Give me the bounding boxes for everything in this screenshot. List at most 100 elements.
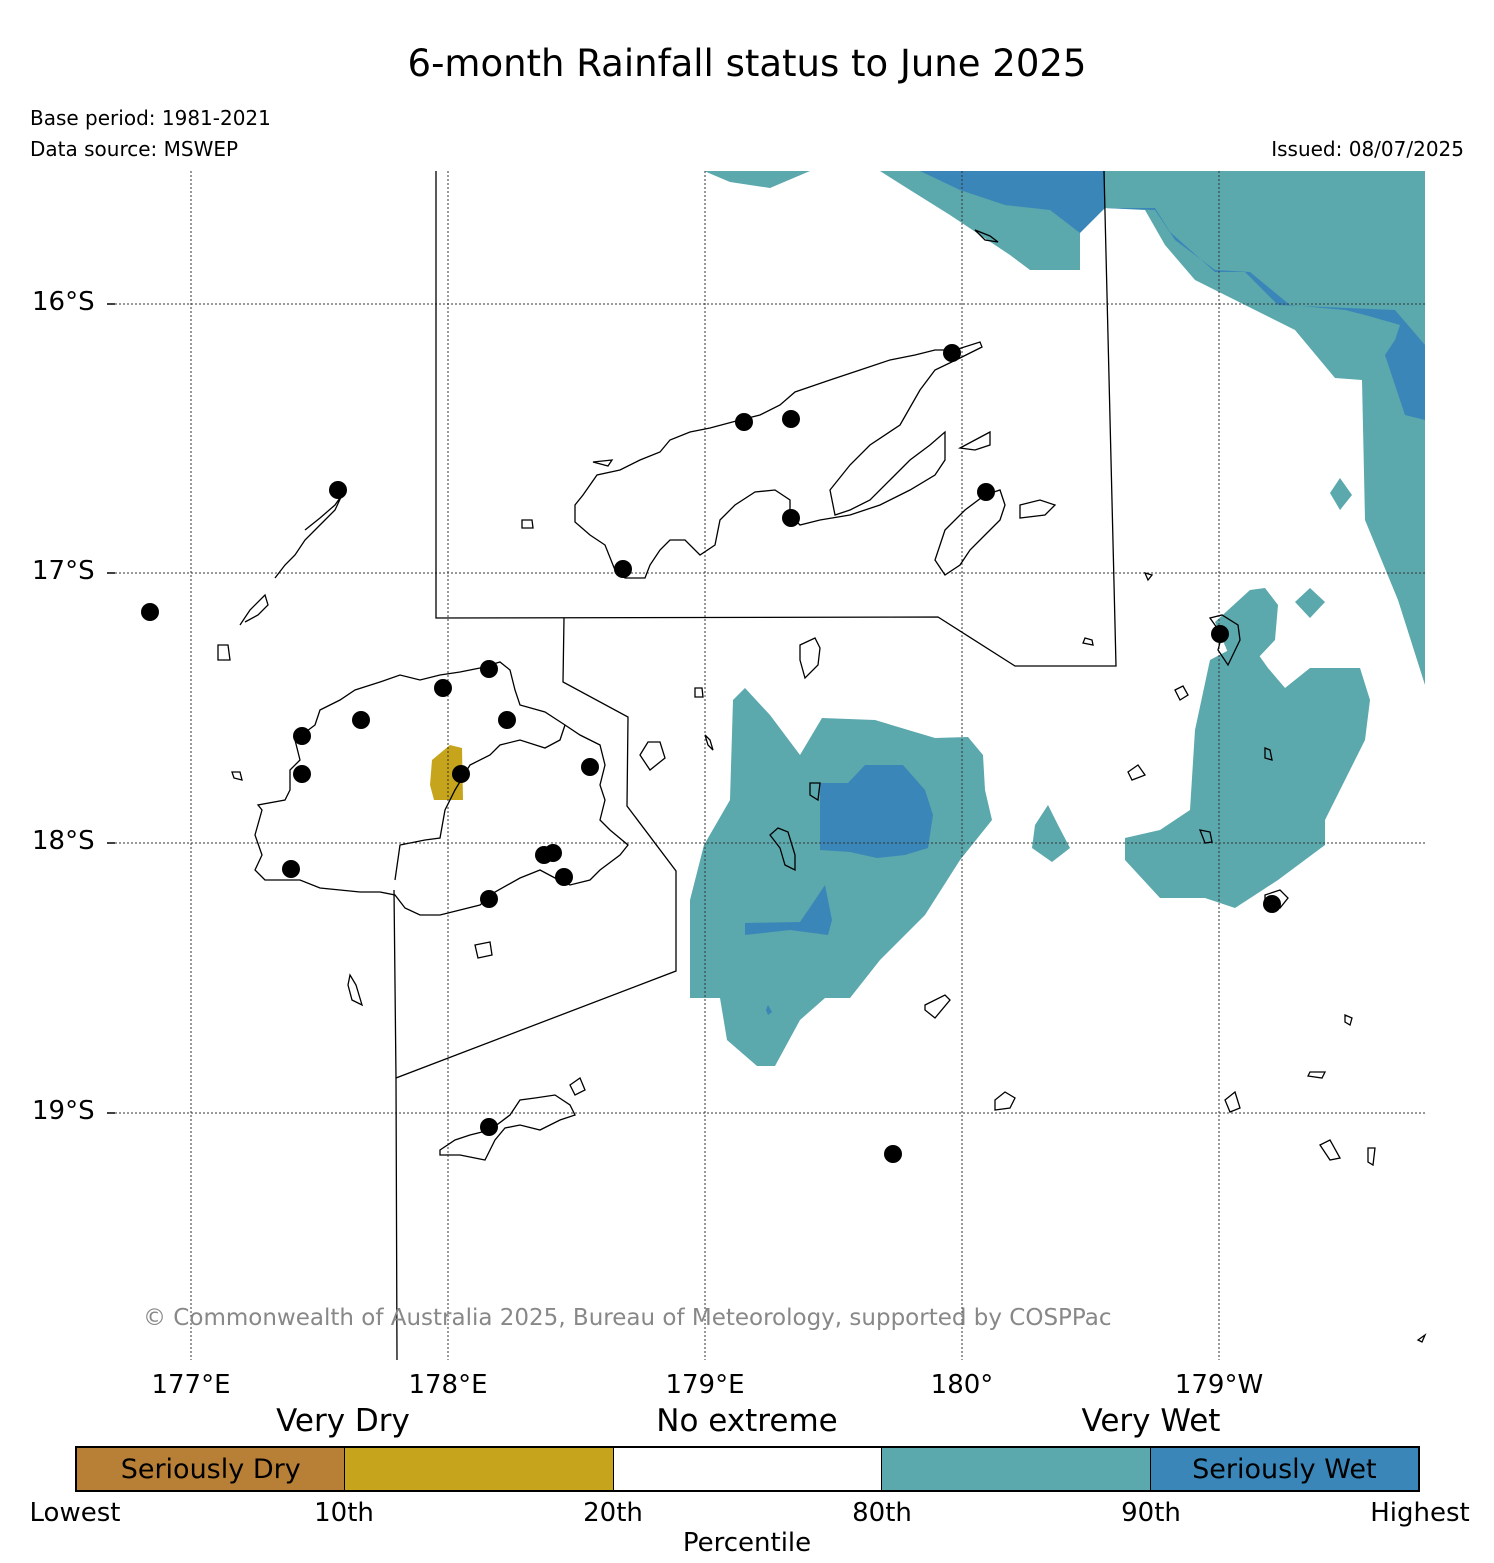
lau-island-13 [1019,499,1057,519]
lat-label-19s: 19°S [32,1096,95,1126]
lau-island-30 [1416,1333,1427,1343]
issued-date-label: Issued: 08/07/2025 [1271,137,1464,161]
very-wet-region-north-strip [704,171,810,188]
viti-levu-interior-line [394,724,566,881]
lau-island-12 [957,430,991,451]
station-marker [1263,895,1281,913]
very-dry-region [430,745,463,800]
data-source-label: Data source: MSWEP [30,137,239,161]
station-marker [555,868,573,886]
region-boundaries [393,170,1117,1361]
station-marker [735,413,753,431]
lau-island-26 [1082,637,1094,646]
very-wet-region-small-3 [1032,805,1070,862]
lau-island-23 [1344,1014,1353,1026]
islands [217,229,1427,1343]
lau-island-4 [924,994,951,1019]
stations [141,344,1281,1163]
legend-tick-lowest: Lowest [29,1498,121,1528]
lau-island-15 [347,973,364,1007]
lau-island-19 [592,459,614,467]
lau-island-32 [231,771,243,781]
station-marker [329,481,347,499]
legend-tick-90th: 90th [1121,1498,1181,1528]
station-marker [480,890,498,908]
taveuni-island [934,489,1006,576]
legend-colorbar: Seriously Dry Seriously Wet [75,1446,1420,1492]
legend-segment-seriously-dry: Seriously Dry [77,1448,346,1490]
station-marker [782,509,800,527]
station-marker [977,483,995,501]
legend-tick-20th: 20th [583,1498,643,1528]
lau-island-20 [521,519,534,529]
lau-island-27 [1264,747,1273,761]
lat-label-18s: 18°S [32,826,95,856]
very-wet-region-northeast [880,171,1425,685]
lau-island-22 [1307,1071,1327,1079]
station-marker [1211,625,1229,643]
legend-segment-very-wet [882,1448,1151,1490]
lau-island-16 [474,941,493,959]
station-marker [884,1145,902,1163]
very-wet-region-east [1125,640,1370,908]
legend-tick-highest: Highest [1370,1498,1470,1528]
station-marker [480,1118,498,1136]
very-wet-region-central [690,688,992,1066]
lon-label-177e: 177°E [151,1370,231,1400]
seriously-wet-region-south [745,885,832,935]
lau-island-24 [1367,1147,1376,1167]
lon-label-179e: 179°E [665,1370,745,1400]
viti-levu-island [254,661,629,916]
lau-island-29 [704,734,714,751]
station-marker [282,860,300,878]
legend-segment-seriously-wet: Seriously Wet [1150,1448,1419,1490]
legend-segment-no-extreme [613,1448,883,1490]
lau-island-18 [809,782,821,802]
vanua-levu-island [574,341,983,579]
lau-island-28 [1143,571,1154,582]
lau-island-31 [694,687,704,698]
lau-island-25 [1198,829,1213,844]
legend-tick-10th: 10th [314,1498,374,1528]
base-period-label: Base period: 1981-2021 [30,106,271,130]
legend-category-no-extreme: No extreme [656,1403,838,1439]
legend-category-very-dry: Very Dry [276,1403,410,1439]
station-marker [434,679,452,697]
very-wet-region-east-upper [1215,588,1278,662]
station-marker [141,603,159,621]
yasawa-islands [239,494,343,626]
lau-island-8 [1224,1090,1241,1113]
lau-island-2 [639,741,666,771]
lon-label-178e: 178°E [408,1370,488,1400]
lau-island-21 [974,229,999,243]
station-marker [498,711,516,729]
lau-island-7 [1174,685,1189,701]
lon-label-180: 180° [930,1370,994,1400]
seriously-wet-region-central [820,765,933,858]
station-marker [943,344,961,362]
very-wet-regions [690,171,1425,1066]
lau-island-9 [1319,1139,1342,1161]
very-wet-region-small-2 [1330,478,1352,510]
seriously-wet-region-dot [766,1005,772,1015]
lau-island-1 [799,637,821,680]
lau-island-3 [769,827,796,872]
legend-category-very-wet: Very Wet [1081,1403,1221,1439]
kadavu-island [439,1094,576,1161]
lat-label-16s: 16°S [32,287,95,317]
lau-island-14 [217,644,231,661]
seriously-wet-regions [745,171,1425,1015]
station-marker [352,711,370,729]
lau-island-5 [994,1091,1016,1111]
station-marker [544,844,562,862]
station-marker [614,560,632,578]
copyright-notice: © Commonwealth of Australia 2025, Bureau… [143,1305,1112,1331]
lau-island-6 [1127,764,1147,781]
lau-island-17 [569,1077,586,1096]
station-marker [782,410,800,428]
map-title: 6-month Rainfall status to June 2025 [407,42,1087,85]
rainfall-map [107,170,1427,1361]
axis-ticks [107,303,115,1114]
legend-tick-80th: 80th [852,1498,912,1528]
legend-segment-very-dry [345,1448,614,1490]
